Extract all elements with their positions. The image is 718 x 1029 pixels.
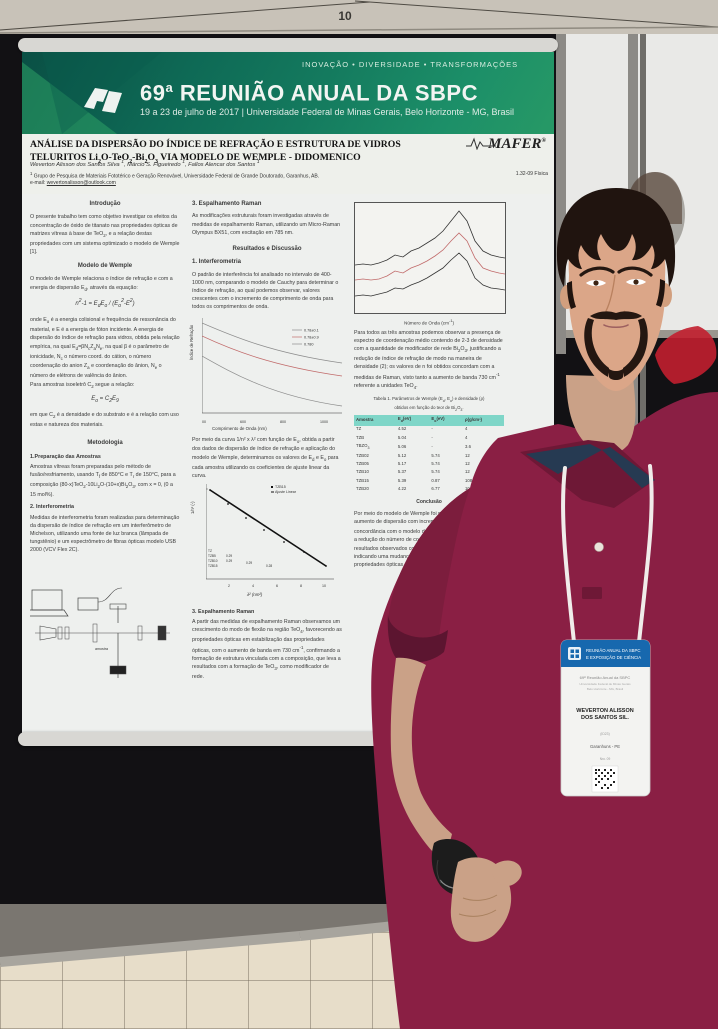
svg-text:DOS SANTOS SIL.: DOS SANTOS SIL. [581,715,629,721]
svg-text:(ID23): (ID23) [600,732,609,736]
svg-text:WEVERTON ALISSON: WEVERTON ALISSON [576,708,633,714]
svg-text:Garanhuns - PE: Garanhuns - PE [590,744,620,749]
svg-text:REUNIÃO ANUAL DA SBPC: REUNIÃO ANUAL DA SBPC [586,648,641,653]
svg-text:E EXPOSIÇÃO DE CIÊNCIA: E EXPOSIÇÃO DE CIÊNCIA [586,655,641,660]
svg-text:Universidade Federal de Minas: Universidade Federal de Minas Gerais [579,682,631,686]
svg-text:Nro. 09: Nro. 09 [600,757,611,761]
svg-text:Belo Horizonte - MG, Brasil: Belo Horizonte - MG, Brasil [587,687,624,691]
svg-text:69ª Reunião Anual da SBPC: 69ª Reunião Anual da SBPC [580,675,631,680]
